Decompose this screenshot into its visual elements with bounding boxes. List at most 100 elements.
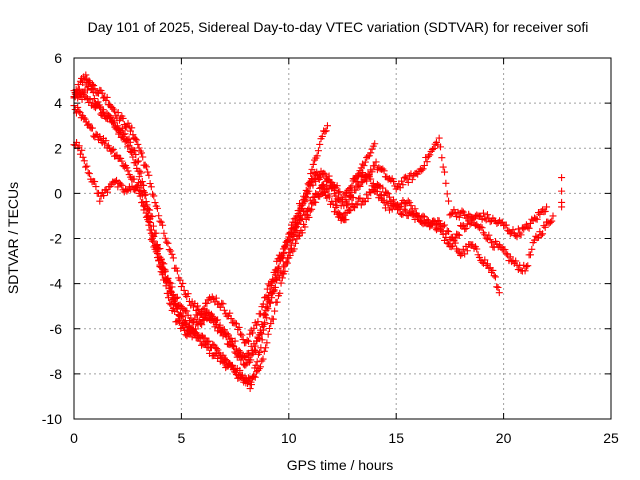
data-point xyxy=(116,129,124,137)
data-point xyxy=(298,205,306,213)
data-point xyxy=(402,207,410,215)
data-point xyxy=(517,231,525,239)
data-point xyxy=(92,130,100,138)
data-point xyxy=(396,202,404,210)
data-point xyxy=(161,234,169,242)
data-point xyxy=(167,301,175,309)
data-point xyxy=(183,307,191,315)
data-point xyxy=(183,293,191,301)
data-point xyxy=(337,216,345,224)
data-point xyxy=(265,325,273,333)
data-point xyxy=(380,167,388,175)
data-point xyxy=(91,178,99,186)
data-point xyxy=(273,298,281,306)
data-point xyxy=(443,190,451,198)
data-point xyxy=(408,176,416,184)
data-point xyxy=(250,346,258,354)
data-point xyxy=(404,197,412,205)
data-point xyxy=(558,174,566,182)
data-point xyxy=(383,189,391,197)
data-point xyxy=(238,353,246,361)
data-point xyxy=(495,289,503,297)
data-point xyxy=(264,330,272,338)
data-point xyxy=(289,236,297,244)
data-point xyxy=(75,85,83,93)
data-point xyxy=(95,101,103,109)
data-point xyxy=(246,385,254,393)
data-point xyxy=(99,106,107,114)
chart-title: Day 101 of 2025, Sidereal Day-to-day VTE… xyxy=(88,19,589,35)
data-point xyxy=(491,273,499,281)
data-point xyxy=(485,264,493,272)
data-point xyxy=(268,294,276,302)
x-tick-label: 15 xyxy=(388,430,404,446)
data-point xyxy=(407,202,415,210)
data-point xyxy=(271,307,279,315)
data-point xyxy=(325,193,333,201)
data-point xyxy=(152,229,160,237)
data-point xyxy=(110,119,118,127)
data-point xyxy=(122,137,130,145)
data-point xyxy=(457,251,465,259)
data-point xyxy=(96,133,104,141)
data-point xyxy=(219,300,227,308)
data-point xyxy=(364,194,372,202)
data-point xyxy=(102,96,110,104)
data-point xyxy=(234,351,242,359)
data-point xyxy=(478,224,486,232)
data-point xyxy=(157,268,165,276)
data-point xyxy=(390,196,398,204)
data-point xyxy=(256,363,264,371)
data-point xyxy=(317,173,325,181)
data-point xyxy=(249,329,257,337)
data-point xyxy=(129,153,137,161)
data-point xyxy=(477,223,485,231)
data-point xyxy=(351,204,359,212)
data-point xyxy=(156,245,164,253)
data-point xyxy=(282,238,290,246)
data-point xyxy=(135,144,143,152)
data-point xyxy=(139,153,147,161)
data-point xyxy=(235,323,243,331)
data-point xyxy=(166,299,174,307)
data-point xyxy=(352,186,360,194)
data-point xyxy=(537,231,545,239)
data-point xyxy=(213,345,221,353)
data-point xyxy=(522,263,530,271)
x-tick-label: 10 xyxy=(281,430,297,446)
data-point xyxy=(454,231,462,239)
data-point xyxy=(253,358,261,366)
data-point xyxy=(248,351,256,359)
data-point xyxy=(419,165,427,173)
data-point xyxy=(466,220,474,228)
data-point xyxy=(121,138,129,146)
data-point xyxy=(360,162,368,170)
data-point xyxy=(450,206,458,214)
data-point xyxy=(278,274,286,282)
data-point xyxy=(126,138,134,146)
data-point xyxy=(347,191,355,199)
data-point xyxy=(179,313,187,321)
y-tick-label: -8 xyxy=(50,366,63,382)
data-point xyxy=(255,365,263,373)
data-point xyxy=(305,205,313,213)
data-point xyxy=(443,239,451,247)
data-point xyxy=(179,279,187,287)
data-point xyxy=(144,168,152,176)
data-point xyxy=(142,163,150,171)
data-point xyxy=(271,283,279,291)
data-point xyxy=(437,226,445,234)
data-point xyxy=(262,344,270,352)
data-point xyxy=(400,205,408,213)
data-point xyxy=(165,246,173,254)
data-point xyxy=(406,199,414,207)
data-point xyxy=(168,250,176,258)
data-point xyxy=(524,262,532,270)
data-point xyxy=(111,107,119,115)
data-point xyxy=(266,299,274,307)
data-point xyxy=(333,182,341,190)
data-point xyxy=(82,93,90,101)
data-point xyxy=(148,213,156,221)
data-point xyxy=(442,179,450,187)
